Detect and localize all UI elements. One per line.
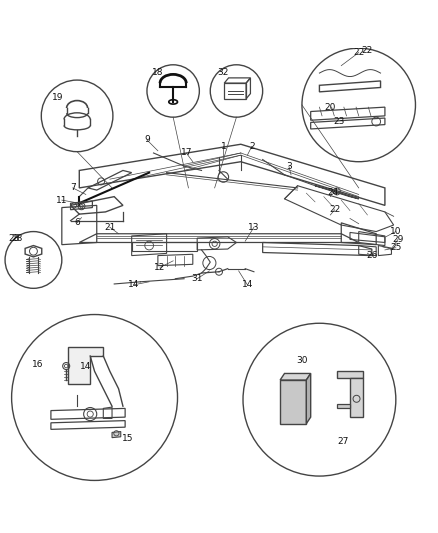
Text: 9: 9 [144, 135, 150, 144]
Text: 25: 25 [390, 243, 402, 252]
Text: 13: 13 [248, 223, 260, 232]
Polygon shape [306, 374, 311, 424]
Text: 15: 15 [122, 434, 133, 443]
Text: 14: 14 [242, 280, 253, 289]
Text: 1: 1 [220, 142, 226, 151]
Text: 24: 24 [327, 188, 338, 197]
Text: 26: 26 [366, 251, 378, 260]
Polygon shape [350, 378, 363, 417]
Text: 31: 31 [191, 274, 203, 283]
Text: 28: 28 [8, 235, 19, 244]
Text: 14: 14 [80, 362, 92, 372]
Text: 22: 22 [329, 205, 340, 214]
Text: 10: 10 [390, 227, 402, 236]
Text: 21: 21 [104, 223, 116, 232]
Text: 11: 11 [56, 196, 67, 205]
Text: 17: 17 [180, 149, 192, 157]
Text: 28: 28 [11, 235, 22, 244]
Text: 14: 14 [128, 280, 140, 289]
Text: 2: 2 [249, 142, 254, 151]
Text: 27: 27 [338, 437, 349, 446]
Text: 16: 16 [32, 360, 43, 369]
Polygon shape [337, 372, 363, 378]
Text: 30: 30 [296, 356, 308, 365]
Text: 22: 22 [362, 46, 373, 55]
Text: 23: 23 [333, 117, 345, 126]
Polygon shape [337, 404, 350, 408]
Text: 12: 12 [154, 263, 166, 272]
Text: 3: 3 [286, 161, 292, 171]
Text: 6: 6 [74, 219, 80, 228]
Polygon shape [68, 348, 103, 384]
Polygon shape [280, 374, 311, 380]
Text: 29: 29 [392, 235, 404, 244]
Text: 19: 19 [52, 93, 63, 102]
Text: 18: 18 [152, 68, 164, 77]
Polygon shape [280, 380, 306, 424]
Text: 7: 7 [70, 183, 76, 192]
Polygon shape [112, 432, 121, 438]
Text: 20: 20 [325, 103, 336, 111]
Text: 22: 22 [353, 48, 364, 57]
Text: 32: 32 [218, 68, 229, 77]
